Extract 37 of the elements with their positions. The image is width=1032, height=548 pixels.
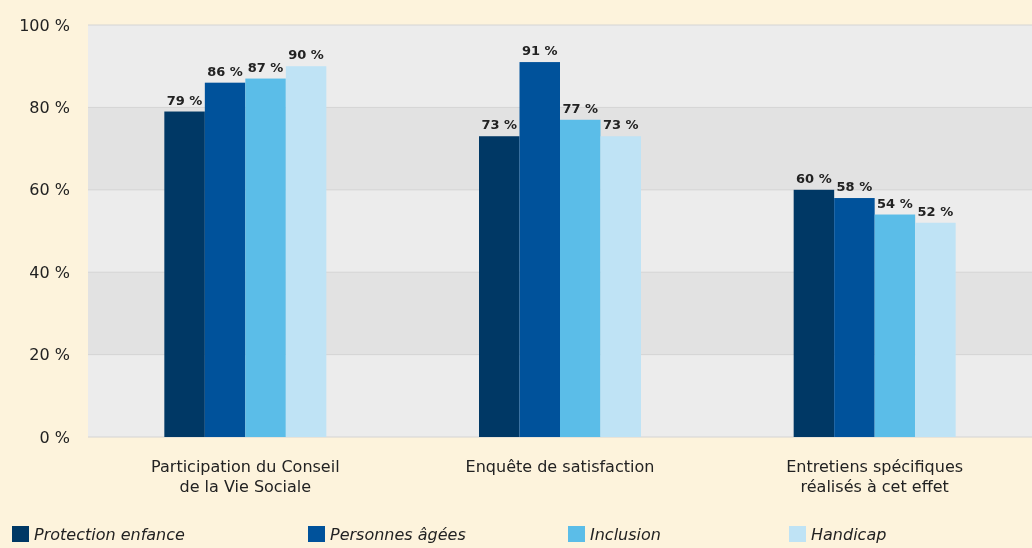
bar — [834, 198, 875, 437]
bar — [519, 62, 560, 437]
text: 58 % — [836, 179, 873, 195]
text: 60 % — [796, 170, 832, 186]
text: 79 % — [166, 92, 203, 108]
legend-label: Inclusion — [590, 525, 661, 544]
legend-label: Protection enfance — [34, 525, 186, 544]
text: 77 % — [562, 100, 599, 116]
text: 52 % — [917, 203, 954, 219]
bar — [245, 78, 286, 437]
bar — [915, 222, 956, 437]
y-tick-label: 60 % — [29, 180, 70, 200]
legend-label: Handicap — [811, 525, 887, 544]
bar — [285, 66, 327, 437]
bar — [793, 189, 835, 437]
text: 91 % — [521, 43, 558, 59]
x-tick-label: Enquête de satisfaction — [465, 457, 655, 476]
bar — [204, 82, 246, 437]
bar — [600, 136, 641, 437]
bar — [874, 214, 916, 437]
text: 87 % — [247, 59, 284, 75]
legend-label: Personnes âgées — [330, 525, 466, 544]
text: 86 % — [207, 63, 243, 79]
y-tick-label: 20 % — [29, 345, 70, 365]
bar — [479, 136, 520, 437]
text: 73 % — [481, 117, 518, 133]
x-tick-label: Participation du Conseil de la Vie Sociale — [151, 457, 340, 496]
x-tick-label: Entretiens spécifiques réalisés à cet effet — [786, 457, 964, 496]
text: 90 % — [288, 47, 324, 63]
y-tick-label: 100 % — [19, 15, 70, 35]
bar — [560, 119, 601, 437]
text: 54 % — [877, 195, 913, 211]
bar — [164, 111, 205, 437]
y-tick-label: 80 % — [29, 98, 70, 118]
y-tick-label: 40 % — [29, 262, 70, 282]
text: 73 % — [602, 117, 639, 133]
y-tick-label: 0 % — [39, 427, 70, 447]
